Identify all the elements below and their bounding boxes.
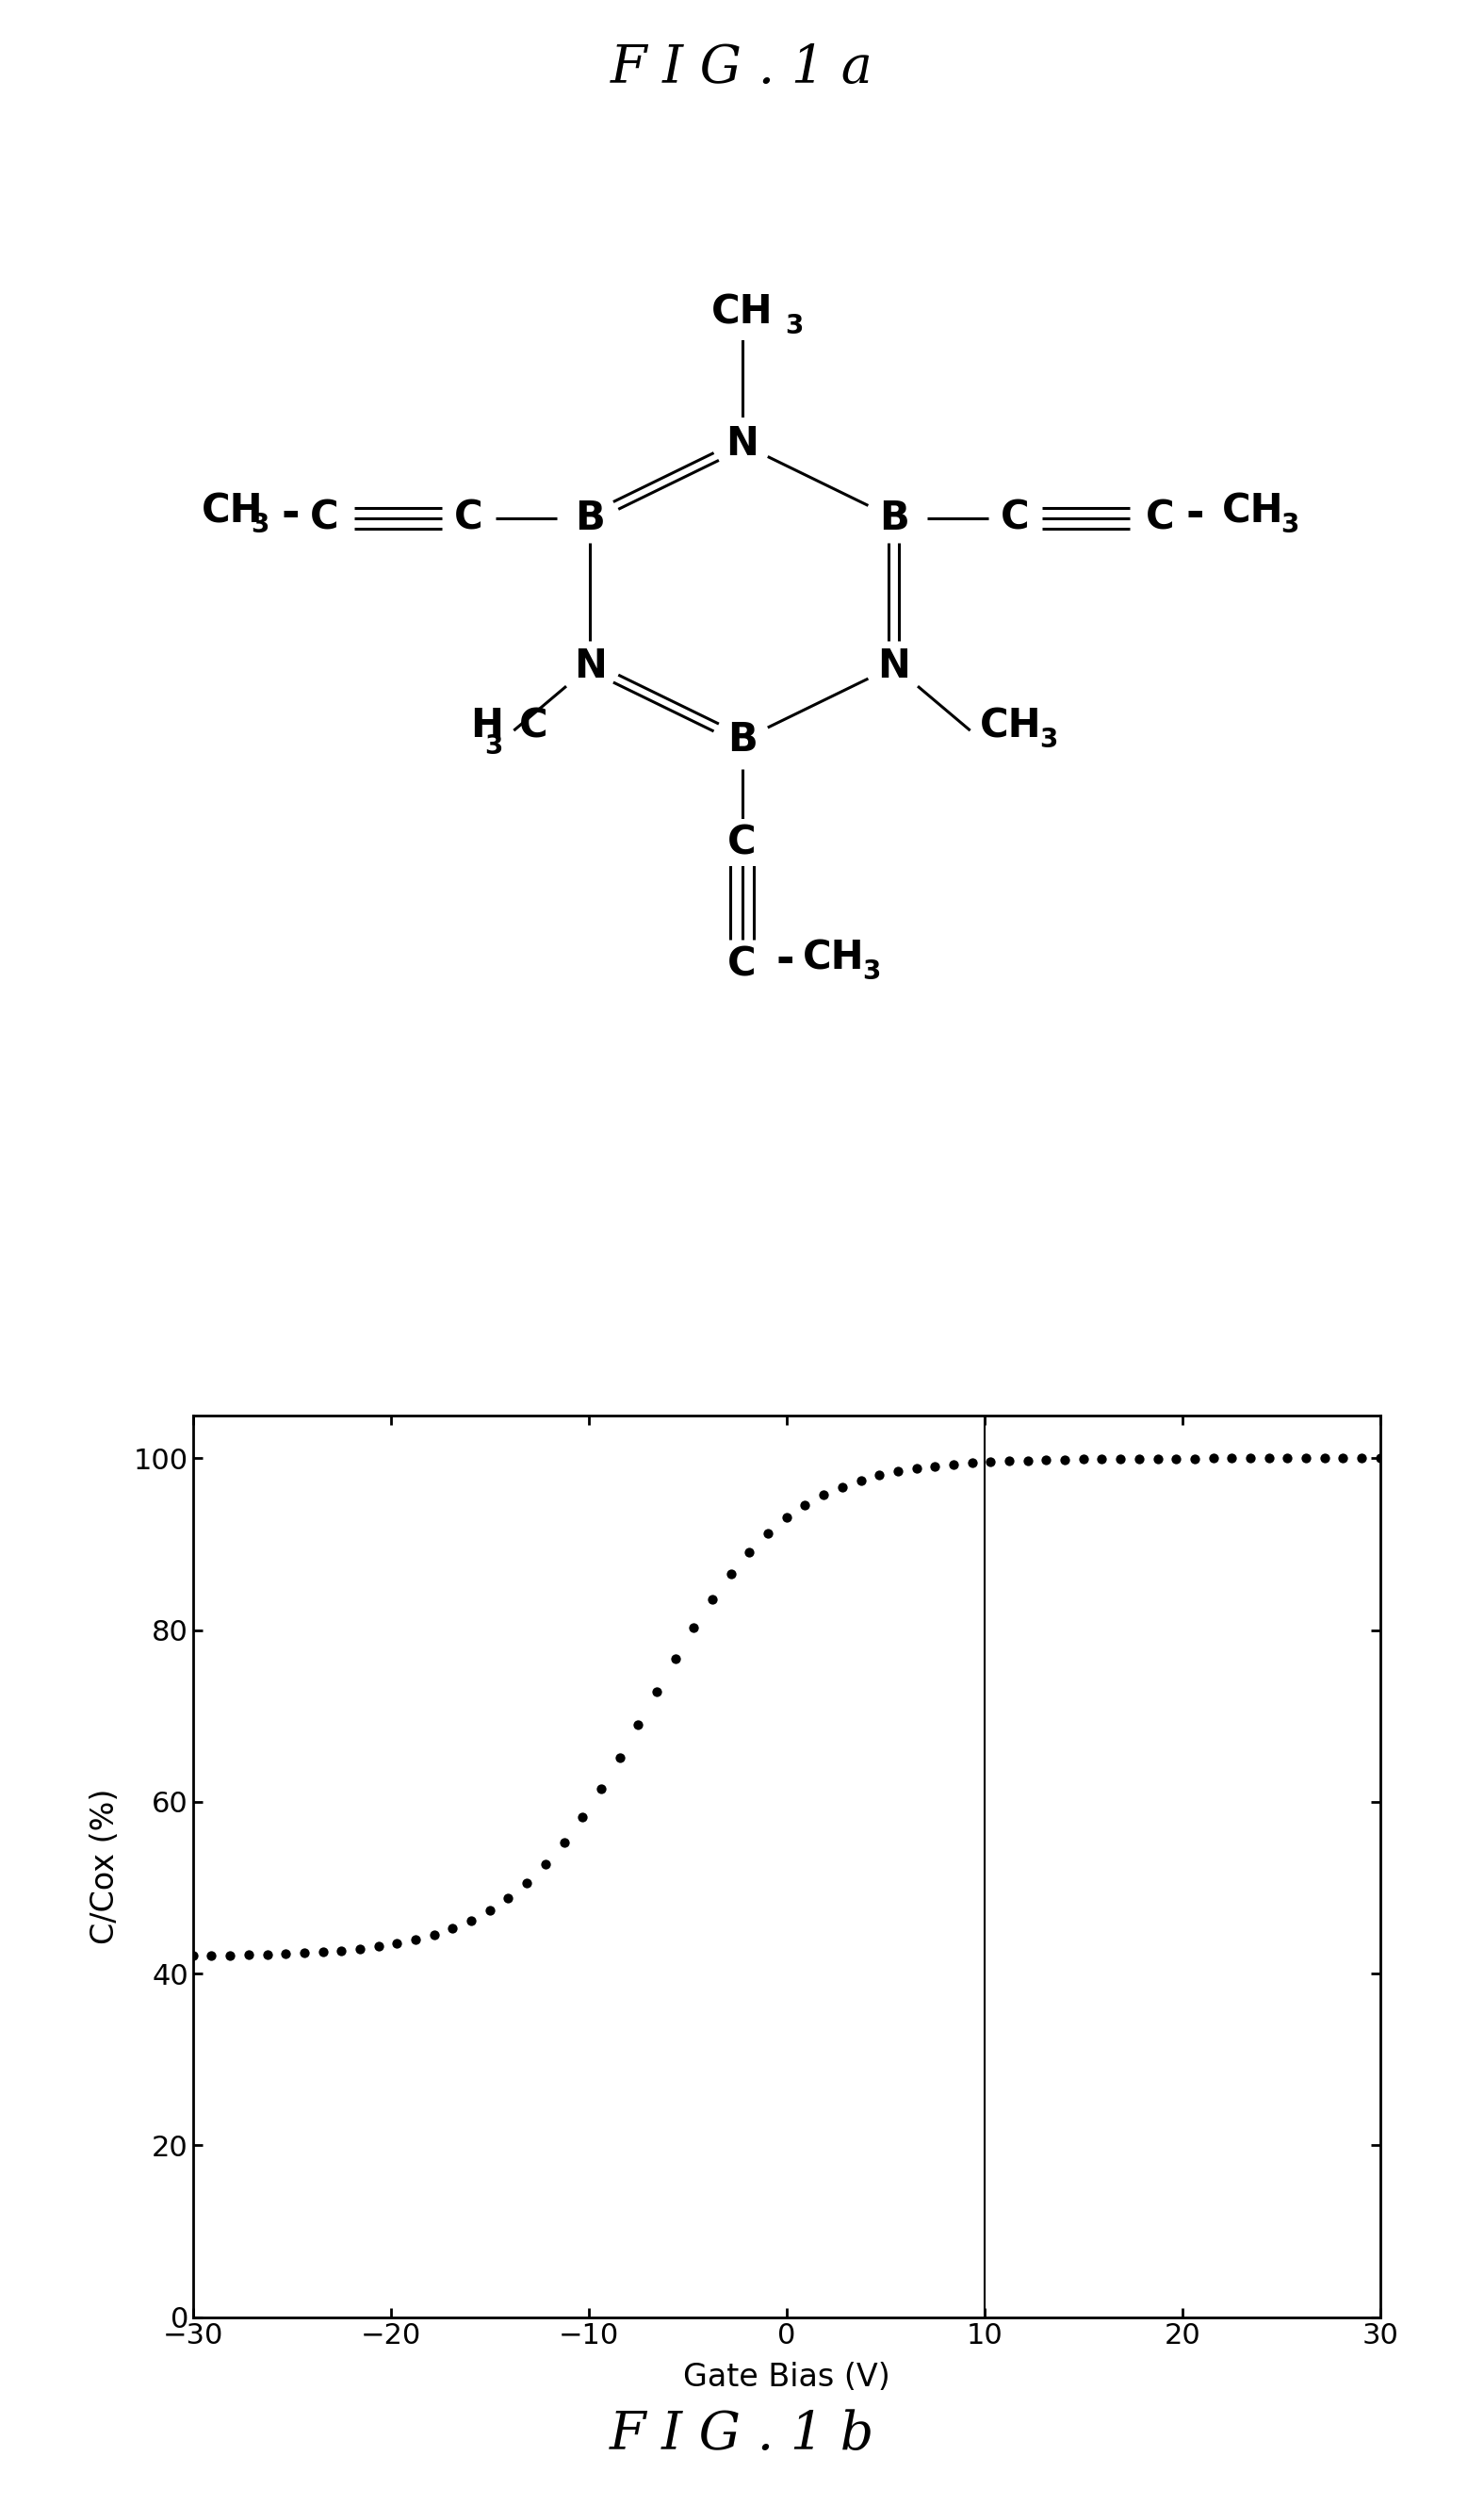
Point: [1015, 1440, 1039, 1480]
Point: [255, 1934, 279, 1974]
Point: [367, 1926, 390, 1966]
Point: [1128, 1438, 1152, 1478]
Point: [1312, 1438, 1336, 1478]
Point: [347, 1929, 371, 1969]
Point: [1146, 1438, 1169, 1478]
Text: 3: 3: [251, 511, 269, 539]
Point: [199, 1936, 223, 1976]
Point: [979, 1443, 1003, 1483]
Point: [1238, 1438, 1261, 1478]
Point: [1331, 1438, 1355, 1478]
Point: [1089, 1438, 1113, 1478]
Point: [1294, 1438, 1318, 1478]
Point: [923, 1445, 947, 1485]
Text: -: -: [776, 939, 794, 982]
Point: [534, 1844, 558, 1884]
Text: CH: CH: [1221, 491, 1284, 531]
Text: CH: CH: [202, 491, 264, 531]
Text: B: B: [576, 498, 605, 539]
Point: [1220, 1438, 1244, 1478]
Point: [960, 1443, 984, 1483]
Point: [404, 1919, 427, 1959]
Text: B: B: [727, 721, 757, 759]
Text: CH: CH: [979, 706, 1042, 746]
Point: [1257, 1438, 1281, 1478]
Text: 3: 3: [1281, 511, 1300, 539]
Point: [329, 1931, 353, 1971]
Text: C: C: [727, 944, 757, 984]
Point: [886, 1450, 910, 1490]
Point: [1202, 1438, 1226, 1478]
Point: [1071, 1440, 1095, 1480]
Point: [867, 1455, 890, 1495]
Point: [460, 1901, 484, 1941]
Point: [237, 1934, 261, 1974]
Y-axis label: C/Cox (%): C/Cox (%): [89, 1789, 120, 1944]
Text: N: N: [574, 646, 607, 686]
Point: [1276, 1438, 1300, 1478]
Point: [1034, 1440, 1058, 1480]
Text: CH: CH: [803, 937, 865, 977]
Point: [478, 1891, 502, 1931]
Point: [552, 1821, 576, 1861]
Point: [644, 1671, 668, 1711]
Point: [997, 1440, 1021, 1480]
Point: [1109, 1438, 1132, 1478]
Point: [683, 1608, 706, 1648]
Text: 3: 3: [485, 734, 503, 759]
Point: [292, 1934, 316, 1974]
Point: [181, 1936, 205, 1976]
Text: F I G . 1 a: F I G . 1 a: [610, 43, 874, 95]
Point: [775, 1498, 798, 1538]
Point: [831, 1468, 855, 1508]
Point: [663, 1638, 687, 1678]
Point: [812, 1475, 835, 1516]
Point: [441, 1909, 464, 1949]
Text: C: C: [727, 822, 757, 862]
Point: [589, 1769, 613, 1809]
Text: 3: 3: [785, 313, 803, 338]
Text: 3: 3: [1039, 726, 1057, 754]
X-axis label: Gate Bias (V): Gate Bias (V): [683, 2362, 890, 2392]
Text: N: N: [726, 423, 758, 463]
Point: [941, 1445, 965, 1485]
Text: C: C: [1146, 498, 1174, 539]
Point: [755, 1513, 781, 1553]
Point: [496, 1879, 521, 1919]
Point: [312, 1931, 335, 1971]
Point: [273, 1934, 297, 1974]
Point: [718, 1553, 742, 1593]
Point: [849, 1460, 873, 1500]
Point: [386, 1924, 410, 1964]
Point: [738, 1531, 761, 1571]
Text: C: C: [454, 498, 484, 539]
Text: CH: CH: [711, 293, 773, 333]
Text: H: H: [470, 706, 503, 746]
Point: [515, 1864, 539, 1904]
Text: N: N: [877, 646, 910, 686]
Point: [421, 1914, 445, 1954]
Point: [1368, 1438, 1392, 1478]
Text: -: -: [282, 493, 300, 536]
Point: [608, 1738, 632, 1779]
Point: [700, 1578, 724, 1618]
Point: [792, 1485, 816, 1526]
Text: 3: 3: [862, 957, 880, 984]
Point: [1350, 1438, 1374, 1478]
Point: [1183, 1438, 1206, 1478]
Text: F I G . 1 b: F I G . 1 b: [610, 2410, 874, 2460]
Point: [905, 1448, 929, 1488]
Point: [1163, 1438, 1187, 1478]
Point: [570, 1796, 594, 1836]
Point: [1054, 1440, 1077, 1480]
Text: -: -: [1186, 493, 1204, 536]
Point: [626, 1706, 650, 1746]
Point: [218, 1936, 242, 1976]
Text: C: C: [519, 706, 548, 746]
Text: C: C: [1000, 498, 1030, 539]
Text: C: C: [310, 498, 338, 539]
Text: B: B: [879, 498, 908, 539]
